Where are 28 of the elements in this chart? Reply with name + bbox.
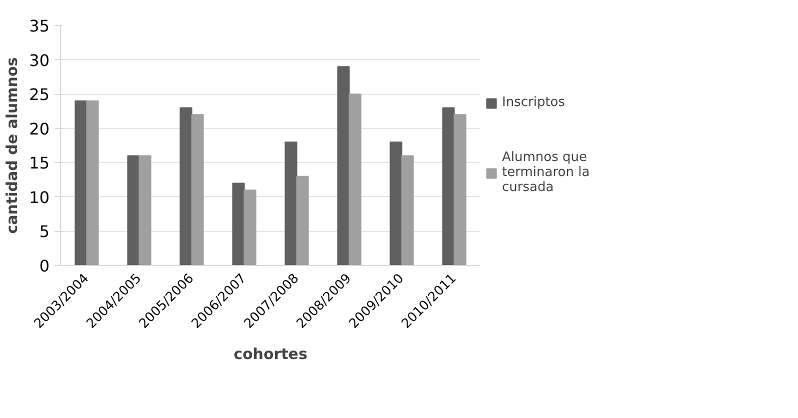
bar	[401, 155, 414, 266]
bar	[390, 142, 402, 266]
y-tick-label: 15	[29, 154, 50, 173]
bar	[337, 66, 350, 266]
y-tick-label: 20	[29, 119, 50, 138]
legend-label: Inscriptos	[502, 95, 566, 110]
x-axis-title: cohortes	[234, 344, 308, 363]
bar	[244, 190, 256, 266]
bar	[348, 94, 362, 266]
y-axis-title: cantidad de alumnos	[3, 57, 22, 234]
y-tick-label: 35	[29, 16, 50, 36]
bar	[454, 114, 466, 266]
y-tick-label: 25	[29, 85, 50, 104]
bar	[284, 142, 298, 266]
y-tick-label: 0	[39, 256, 50, 276]
legend-label: Alumnos que terminaron la cursada	[502, 150, 590, 195]
y-tick-label: 10	[29, 188, 50, 207]
bar	[180, 107, 192, 266]
bar	[138, 155, 152, 266]
bar	[232, 182, 245, 266]
y-tick-label: 5	[39, 222, 50, 242]
bar	[442, 107, 455, 266]
bar	[191, 114, 204, 266]
y-tick-label: 30	[29, 50, 50, 70]
bar	[86, 100, 99, 266]
bar	[127, 155, 140, 266]
bar	[296, 176, 309, 266]
bar	[74, 100, 88, 266]
